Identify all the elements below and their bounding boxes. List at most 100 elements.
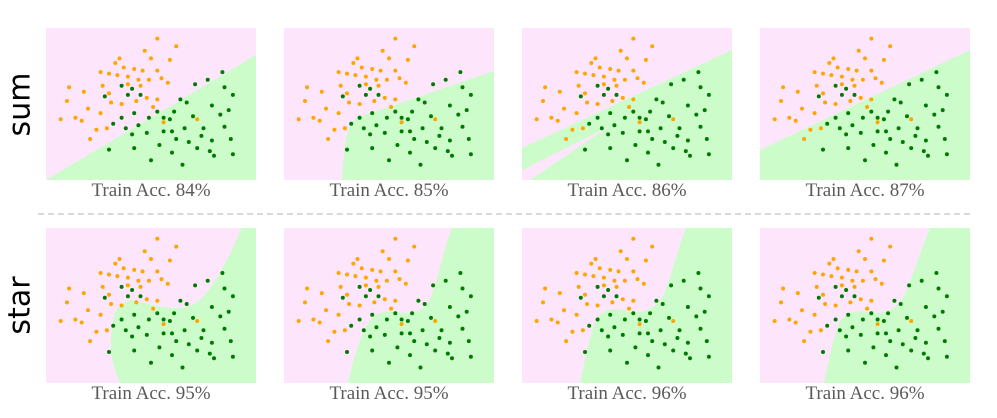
green-point <box>111 323 116 328</box>
panel-star-3 <box>522 228 732 383</box>
orange-point <box>67 85 72 90</box>
green-point <box>622 115 627 120</box>
green-point <box>161 331 166 336</box>
orange-point <box>389 306 394 311</box>
orange-point <box>345 272 349 277</box>
orange-point <box>821 292 825 297</box>
green-point <box>384 115 389 120</box>
plot-star-4 <box>760 228 970 383</box>
green-point <box>821 350 825 354</box>
orange-point <box>155 269 160 274</box>
green-point <box>650 339 655 344</box>
panel-star-2 <box>284 228 494 383</box>
green-point <box>694 112 699 117</box>
green-point <box>884 129 888 134</box>
orange-point <box>65 300 69 305</box>
green-point <box>833 115 838 120</box>
orange-point <box>869 298 874 303</box>
region-class-b <box>110 228 256 383</box>
green-point <box>230 294 235 299</box>
green-point <box>606 132 611 137</box>
green-point <box>660 302 665 306</box>
green-point <box>871 345 876 350</box>
green-point <box>222 124 227 129</box>
green-point <box>637 129 642 134</box>
orange-point <box>534 319 539 323</box>
green-point <box>357 115 362 120</box>
panel-sum-1 <box>46 28 256 180</box>
points-layer <box>58 36 235 167</box>
green-point <box>155 311 160 316</box>
green-point <box>209 138 214 143</box>
orange-point <box>850 278 855 283</box>
green-point <box>119 317 124 322</box>
green-point <box>340 295 345 300</box>
green-point <box>631 311 636 316</box>
orange-point <box>393 36 398 41</box>
orange-point <box>635 76 640 81</box>
orange-point <box>814 83 819 88</box>
green-point <box>923 103 928 108</box>
green-point <box>184 302 189 306</box>
orange-point <box>650 244 655 249</box>
orange-point <box>595 303 600 308</box>
green-point <box>934 271 939 275</box>
green-point <box>656 365 661 370</box>
orange-point <box>631 97 636 102</box>
orange-point <box>616 68 621 73</box>
orange-point <box>357 102 362 106</box>
orange-point <box>117 257 122 261</box>
green-point <box>677 126 682 131</box>
orange-point <box>332 127 337 132</box>
green-point <box>345 147 349 152</box>
orange-point <box>94 127 99 132</box>
green-point <box>395 143 400 147</box>
orange-point <box>787 317 792 322</box>
orange-point <box>772 319 777 323</box>
orange-point <box>601 82 606 87</box>
green-point <box>671 348 676 353</box>
orange-point <box>351 61 356 65</box>
orange-point <box>869 97 874 102</box>
orange-point <box>109 302 114 306</box>
green-point <box>370 146 375 151</box>
green-point <box>387 360 391 365</box>
green-point <box>698 124 703 129</box>
green-point <box>429 114 433 119</box>
green-point <box>201 126 206 131</box>
green-point <box>884 353 888 358</box>
green-point <box>191 315 195 320</box>
orange-point <box>393 68 398 73</box>
orange-point <box>104 328 109 333</box>
green-point <box>704 137 709 141</box>
green-point <box>696 70 701 75</box>
green-point <box>191 114 195 119</box>
caption-star-3: Train Acc. 96% <box>567 383 687 404</box>
plot-star-1 <box>46 228 256 383</box>
orange-point <box>65 99 69 103</box>
green-point <box>833 317 838 322</box>
orange-point <box>641 281 646 286</box>
green-point <box>172 109 177 114</box>
orange-point <box>555 320 560 325</box>
orange-point <box>570 329 575 334</box>
green-point <box>685 340 690 345</box>
green-point <box>886 311 891 316</box>
orange-point <box>869 68 874 73</box>
green-point <box>447 138 452 143</box>
green-point <box>625 158 629 163</box>
green-point <box>199 133 204 138</box>
green-point <box>466 137 471 141</box>
orange-point <box>336 271 341 275</box>
orange-point <box>370 67 375 71</box>
orange-point <box>399 322 404 327</box>
orange-point <box>562 308 566 313</box>
green-point <box>825 323 830 328</box>
green-point <box>852 92 857 97</box>
orange-point <box>779 99 783 103</box>
green-point <box>180 162 185 167</box>
orange-point <box>86 106 90 111</box>
orange-point <box>823 100 828 105</box>
green-point <box>894 365 899 370</box>
green-point <box>648 109 653 114</box>
